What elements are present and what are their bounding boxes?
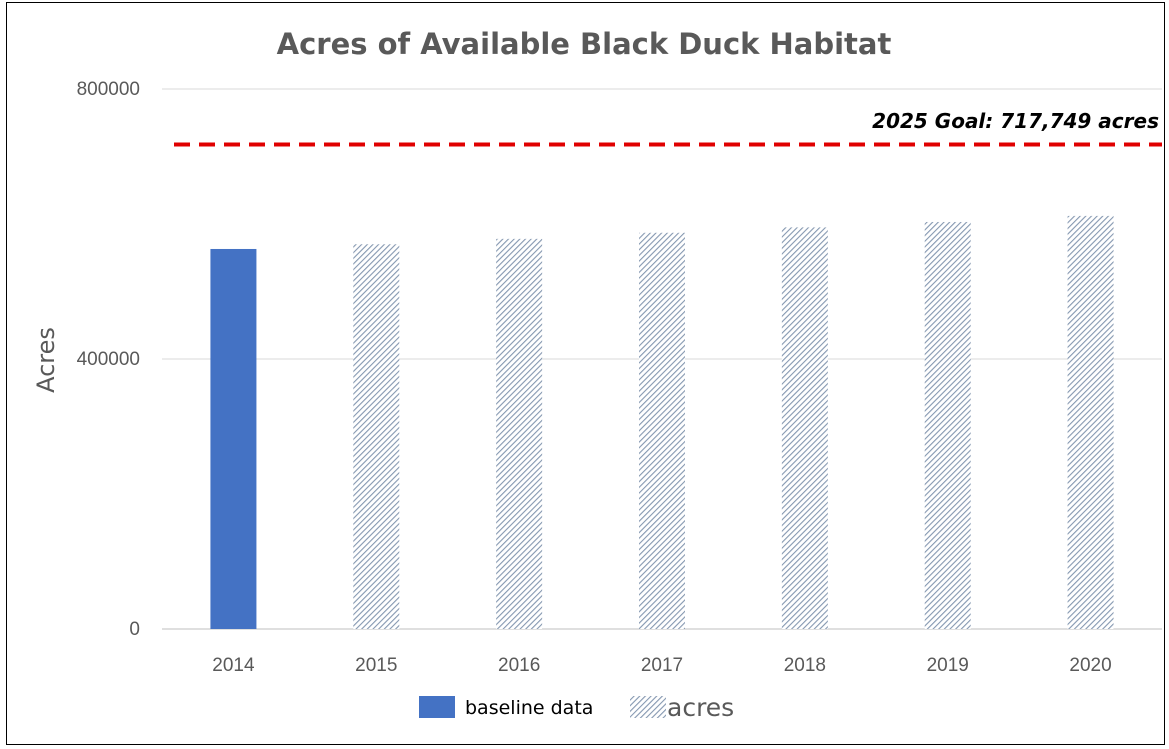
y-axis-tick-labels: 0 400000 800000 — [77, 79, 140, 640]
bar-2018 — [781, 227, 828, 629]
x-tick-label: 2019 — [927, 655, 969, 676]
x-tick-label: 2014 — [212, 655, 255, 676]
bar-2019 — [924, 221, 971, 629]
chart-title: Acres of Available Black Duck Habitat — [277, 27, 892, 61]
x-tick-label: 2020 — [1069, 655, 1111, 676]
legend-swatch-acres — [630, 696, 666, 718]
x-tick-label: 2018 — [784, 655, 826, 676]
legend-label-acres: acres — [667, 693, 734, 722]
bars — [210, 215, 1114, 629]
y-tick-label: 800000 — [77, 79, 140, 100]
bar-2017 — [639, 232, 685, 629]
legend: baseline data acres — [419, 693, 734, 722]
bar-2020 — [1067, 215, 1114, 629]
x-axis-tick-labels: 2014 2015 2016 2017 2018 2019 2020 — [212, 655, 1111, 676]
bar-2016 — [496, 238, 543, 629]
legend-label-baseline: baseline data — [465, 697, 593, 719]
y-tick-label: 400000 — [77, 349, 140, 370]
legend-swatch-baseline — [419, 696, 455, 718]
y-axis-label: Acres — [32, 327, 60, 393]
x-tick-label: 2016 — [498, 655, 540, 676]
bar-2014 — [210, 248, 257, 629]
bar-2015 — [353, 244, 400, 629]
y-tick-label: 0 — [129, 619, 140, 640]
chart-frame — [6, 2, 1165, 745]
x-tick-label: 2017 — [641, 655, 683, 676]
x-tick-label: 2015 — [355, 655, 397, 676]
goal-annotation: 2025 Goal: 717,749 acres — [872, 109, 1159, 133]
